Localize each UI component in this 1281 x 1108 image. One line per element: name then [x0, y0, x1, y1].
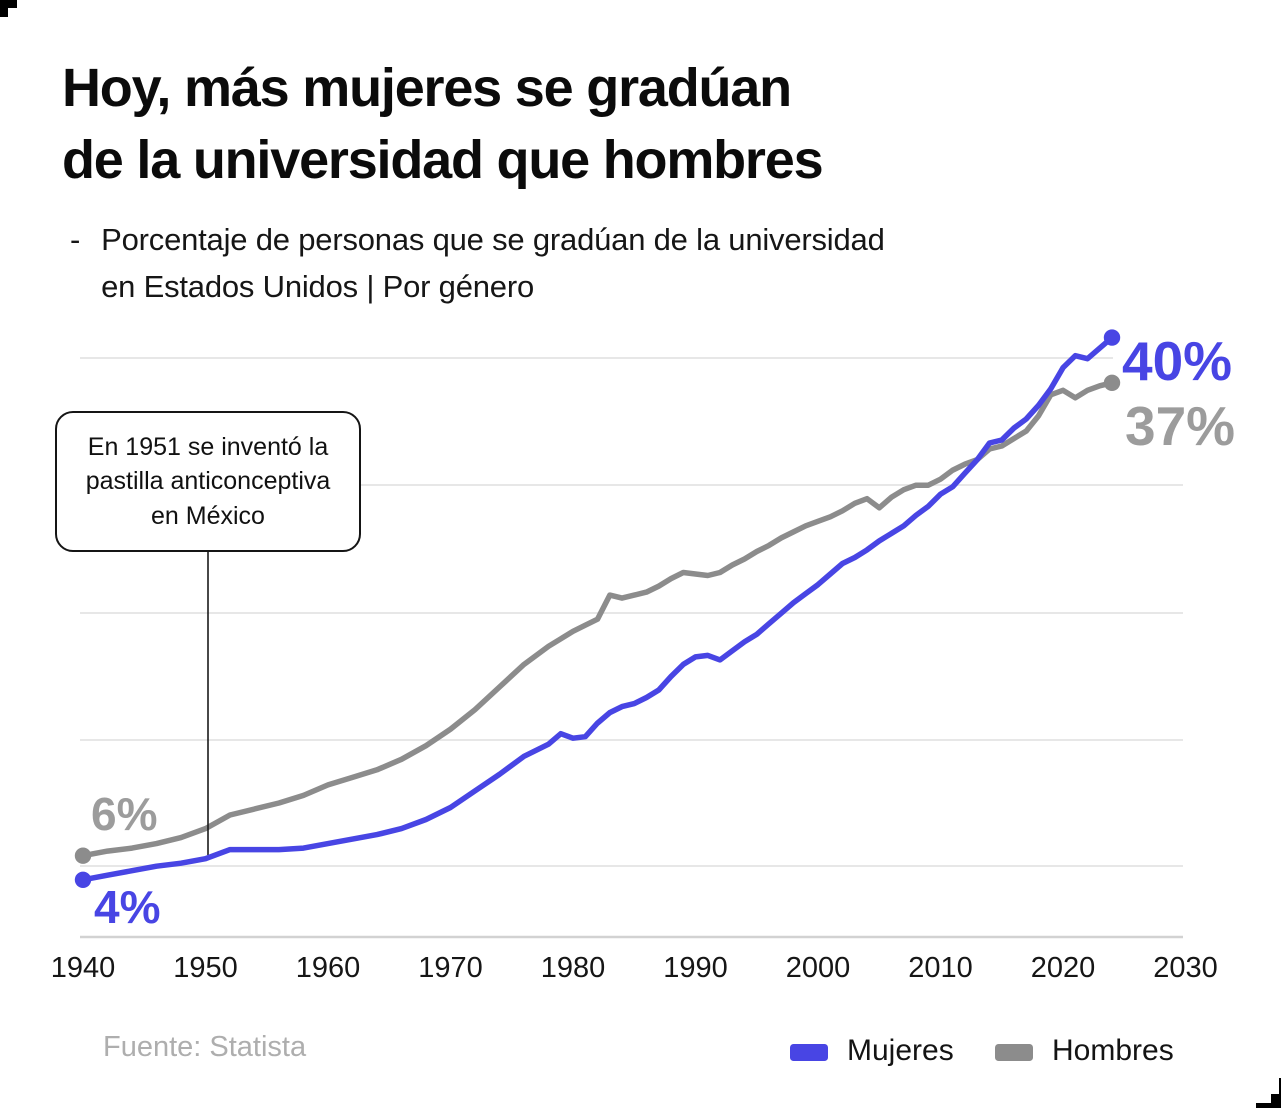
annotation-line-2: pastilla anticonceptiva [85, 467, 331, 496]
chart-subtitle: - Porcentaje de personas que se gradúan … [70, 216, 885, 310]
value-label-men-start: 6% [91, 788, 158, 840]
x-axis-label-1950: 1950 [173, 952, 238, 984]
value-label-women-start: 4% [94, 881, 161, 933]
corner-mark-bottom-right-sq [1271, 1094, 1281, 1108]
legend-swatch-hombres [995, 1044, 1033, 1061]
dot-hombres-start [74, 847, 92, 864]
title-line-2: de la universidad que hombres [62, 130, 824, 190]
annotation-callout: En 1951 se inventó la pastilla anticonce… [55, 411, 361, 552]
x-axis: 1940 1950 1960 1970 1980 1990 2000 2010 2020 2030 [0, 953, 1281, 987]
dot-mujeres-end [1103, 329, 1121, 346]
corner-mark-top-left-v [0, 0, 8, 17]
x-axis-label-1980: 1980 [540, 952, 606, 984]
annotation-line-1: En 1951 se inventó la [87, 432, 329, 461]
page-title: Hoy, más mujeres se gradúan de la univer… [62, 52, 824, 196]
subtitle-text: Porcentaje de personas que se gradúan de… [101, 216, 885, 310]
x-axis-label-2030: 2030 [1153, 952, 1218, 984]
x-axis-label-1990: 1990 [663, 952, 728, 984]
legend-swatch-mujeres [790, 1044, 828, 1061]
x-axis-label-1940: 1940 [50, 952, 116, 984]
corner-mark-bottom-right-v [1279, 1078, 1281, 1108]
source-credit: Fuente: Statista [103, 1031, 307, 1063]
value-label-men-end: 37% [1125, 395, 1236, 457]
legend-label-mujeres: Mujeres [847, 1034, 954, 1067]
annotation-line-3: en México [151, 501, 265, 530]
legend-item-hombres: Hombres [995, 1036, 1174, 1066]
x-axis-label-2020: 2020 [1030, 952, 1096, 984]
dot-mujeres-start [74, 871, 92, 888]
value-label-women-end: 40% [1122, 330, 1233, 392]
x-axis-label-1970: 1970 [418, 952, 483, 984]
subtitle-dash: - [70, 222, 81, 257]
dot-hombres-end [1103, 374, 1121, 391]
series-line-mujeres [80, 334, 1115, 883]
title-line-1: Hoy, más mujeres se gradúan [62, 58, 792, 118]
corner-mark-top-left-h [0, 0, 17, 8]
x-axis-label-1960: 1960 [295, 952, 361, 984]
subtitle-line-1: Porcentaje de personas que se gradúan de… [101, 222, 885, 257]
x-axis-label-2000: 2000 [785, 952, 851, 984]
subtitle-line-2: en Estados Unidos | Por género [101, 269, 534, 304]
legend-item-mujeres: Mujeres [790, 1036, 954, 1066]
x-axis-label-2010: 2010 [908, 952, 973, 984]
legend-label-hombres: Hombres [1052, 1034, 1174, 1067]
corner-mark-bottom-right-h [1256, 1103, 1281, 1108]
